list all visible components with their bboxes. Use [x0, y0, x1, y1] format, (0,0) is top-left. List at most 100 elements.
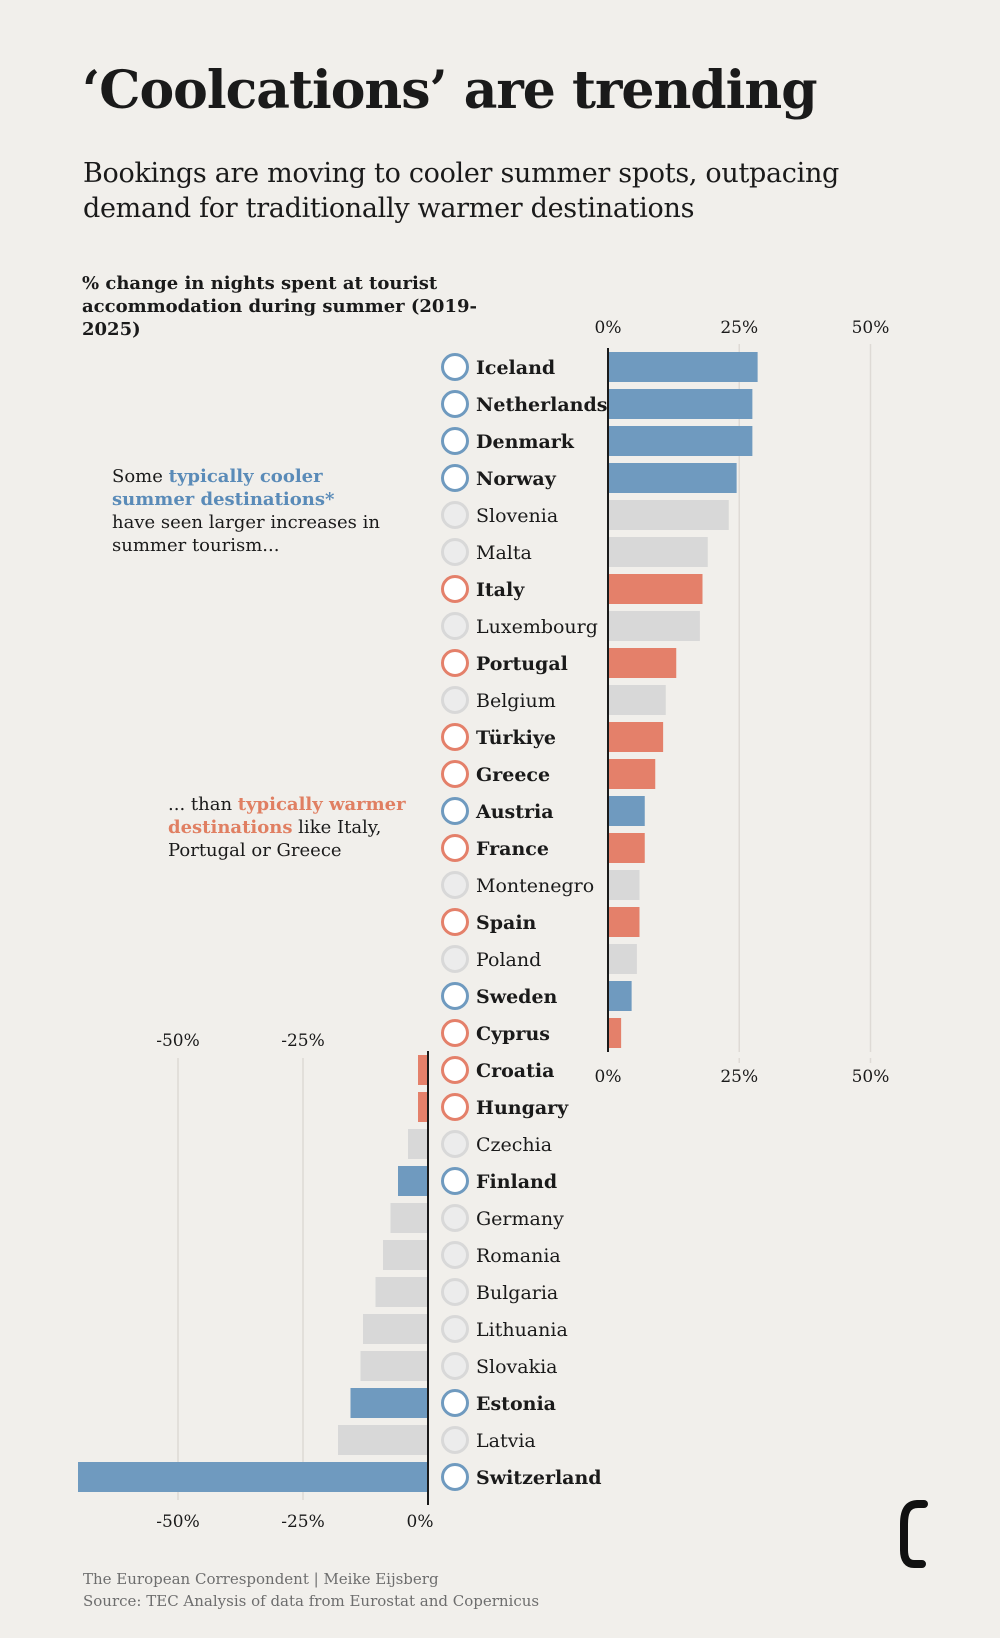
country-label: Austria — [475, 801, 554, 823]
tick-label-mid-negative: -25% — [281, 1031, 325, 1051]
annotation-warmer-post: like Italy, Portugal or Greece — [168, 817, 382, 861]
country-label: Italy — [476, 579, 525, 601]
flag-icon-italy — [441, 575, 469, 603]
bar-france — [608, 833, 645, 863]
flag-icon-germany — [441, 1204, 469, 1232]
country-label: Netherlands — [476, 394, 607, 416]
flag-icon-spain — [441, 908, 469, 936]
country-label: Romania — [476, 1245, 561, 1267]
country-label: Czechia — [476, 1134, 552, 1156]
country-label: Norway — [476, 468, 557, 490]
country-label: Cyprus — [476, 1023, 550, 1045]
bar-romania — [383, 1240, 428, 1270]
flag-icon-poland — [441, 945, 469, 973]
flag-icon-denmark — [441, 427, 469, 455]
bar-luxembourg — [608, 611, 700, 641]
flag-icon-finland — [441, 1167, 469, 1195]
country-label: Hungary — [476, 1097, 569, 1119]
flag-icon-lithuania — [441, 1315, 469, 1343]
bar-greece — [608, 759, 656, 789]
flag-icon-switzerland — [441, 1463, 469, 1491]
country-label: Belgium — [476, 690, 556, 712]
country-label: Malta — [476, 542, 532, 564]
bar-montenegro — [608, 870, 640, 900]
footer: The European Correspondent | Meike Eijsb… — [83, 1568, 539, 1612]
country-label: Slovenia — [476, 505, 558, 527]
footer-source: Source: TEC Analysis of data from Eurost… — [83, 1592, 540, 1610]
european-correspondent-logo — [900, 1500, 928, 1568]
bar-croatia — [418, 1055, 428, 1085]
country-label: Portugal — [476, 653, 568, 675]
bar-malta — [608, 537, 708, 567]
flag-icon-estonia — [441, 1389, 469, 1417]
flag-icon-luxembourg — [441, 612, 469, 640]
measure-label: % change in nights spent at tourist acco… — [82, 273, 477, 340]
flag-icon-slovakia — [441, 1352, 469, 1380]
bar-cyprus — [608, 1018, 622, 1048]
country-label: France — [476, 838, 549, 860]
bar-denmark — [608, 426, 753, 456]
bar-türkiye — [608, 722, 664, 752]
bar-spain — [608, 907, 640, 937]
annotation-warmer-highlight: typically warmer destinations — [168, 794, 406, 838]
bar-hungary — [418, 1092, 428, 1122]
country-label: Iceland — [476, 357, 555, 379]
bar-estonia — [350, 1388, 428, 1418]
bar-slovakia — [360, 1351, 428, 1381]
tick-label-top: 0% — [595, 318, 622, 338]
country-label: Spain — [476, 912, 537, 934]
bar-sweden — [608, 981, 632, 1011]
flag-icon-greece — [441, 760, 469, 788]
bar-finland — [398, 1166, 428, 1196]
flag-icon-cyprus — [441, 1019, 469, 1047]
flag-icon-sweden — [441, 982, 469, 1010]
flag-icon-montenegro — [441, 871, 469, 899]
country-label: Sweden — [476, 986, 558, 1008]
flag-icon-latvia — [441, 1426, 469, 1454]
flag-icon-hungary — [441, 1093, 469, 1121]
flag-icon-france — [441, 834, 469, 862]
country-label: Lithuania — [476, 1319, 568, 1341]
country-label: Bulgaria — [476, 1282, 558, 1304]
flag-icon-bulgaria — [441, 1278, 469, 1306]
bar-italy — [608, 574, 703, 604]
annotation-cooler-pre: Some — [112, 466, 169, 487]
tick-label-bottom: 0% — [407, 1512, 434, 1532]
flag-icon-slovenia — [441, 501, 469, 529]
bar-switzerland — [78, 1462, 428, 1492]
flag-icon-portugal — [441, 649, 469, 677]
bar-lithuania — [363, 1314, 428, 1344]
flag-icon-iceland — [441, 353, 469, 381]
country-label: Croatia — [476, 1060, 554, 1082]
tick-label-mid-positive: 50% — [852, 1067, 890, 1087]
flag-icon-netherlands — [441, 390, 469, 418]
tick-label-top: 25% — [720, 318, 758, 338]
flag-icon-czechia — [441, 1130, 469, 1158]
country-label: Switzerland — [476, 1467, 602, 1489]
bar-poland — [608, 944, 637, 974]
tick-label-mid-positive: 25% — [720, 1067, 758, 1087]
country-label: Poland — [476, 949, 541, 971]
tick-label-top: 50% — [852, 318, 890, 338]
bar-portugal — [608, 648, 677, 678]
bar-belgium — [608, 685, 666, 715]
country-label: Türkiye — [476, 727, 556, 749]
bar-norway — [608, 463, 737, 493]
annotation-warmer: ... than typically warmer destinations l… — [168, 793, 408, 862]
bar-latvia — [338, 1425, 428, 1455]
bar-slovenia — [608, 500, 729, 530]
bar-netherlands — [608, 389, 753, 419]
country-label: Luxembourg — [476, 616, 598, 638]
bar-czechia — [408, 1129, 428, 1159]
bar-bulgaria — [375, 1277, 428, 1307]
flag-icon-norway — [441, 464, 469, 492]
bar-iceland — [608, 352, 758, 382]
annotation-cooler-highlight: typically cooler summer destinations* — [112, 466, 335, 510]
tick-label-mid-positive: 0% — [595, 1067, 622, 1087]
country-label: Latvia — [476, 1430, 536, 1452]
page-title: ‘Coolcations’ are trending — [82, 60, 818, 121]
tick-label-bottom: -25% — [281, 1512, 325, 1532]
annotation-cooler-post: have seen larger increases in summer tou… — [112, 512, 380, 556]
footer-credit: The European Correspondent | Meike Eijsb… — [83, 1570, 439, 1588]
